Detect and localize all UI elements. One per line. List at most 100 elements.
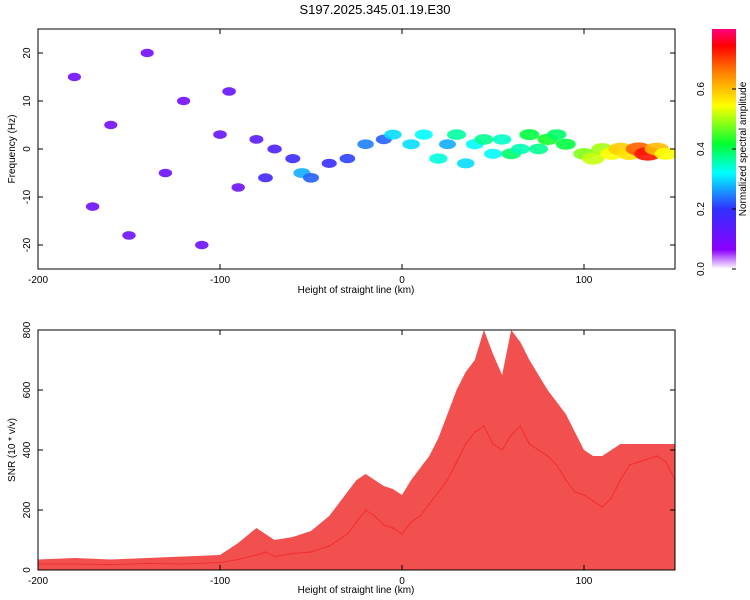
spectrogram-y-tick-label: -10 <box>22 189 33 204</box>
heatmap-blob <box>67 72 81 82</box>
snr-point <box>455 461 458 463</box>
snr-point <box>219 561 221 564</box>
snr-y-tick-label: 400 <box>22 441 33 458</box>
snr-point <box>392 527 394 529</box>
heatmap-blob <box>474 134 494 145</box>
snr-x-ticks: -200 -100 0 100 <box>28 330 593 587</box>
heatmap-blob <box>249 135 264 144</box>
snr-point <box>510 434 512 436</box>
heatmap-blob <box>258 173 273 183</box>
snr-point <box>565 479 567 481</box>
snr-point <box>464 443 467 445</box>
snr-point <box>637 461 640 463</box>
snr-point <box>419 515 422 517</box>
snr-y-tick-label: 600 <box>22 381 33 398</box>
snr-band <box>38 330 675 570</box>
heatmap-blob <box>546 129 567 141</box>
snr-point <box>528 443 531 445</box>
colorbar: 0.0 0.2 0.4 0.6 Normalized spectral amplitu… <box>696 29 749 276</box>
colorbar-tick-label: 0.4 <box>696 142 707 156</box>
spectrogram-ylabel: Frequency (Hz) <box>7 115 18 184</box>
heatmap-blob <box>384 129 402 140</box>
heatmap-blob <box>222 87 236 96</box>
heatmap-blob <box>140 48 154 58</box>
snr-y-ticks: 0 200 400 600 800 <box>22 321 675 573</box>
snr-x-tick-label: -100 <box>210 576 230 587</box>
heatmap-blob <box>285 154 301 164</box>
snr-point <box>182 563 185 565</box>
snr-point <box>364 509 367 511</box>
snr-point <box>328 545 331 547</box>
snr-point <box>264 551 267 553</box>
heatmap-blob <box>402 139 420 150</box>
snr-xlabel: Height of straight line (km) <box>298 585 415 596</box>
snr-point <box>592 500 594 502</box>
snr-x-tick-label: 100 <box>576 576 593 587</box>
heatmap-blob <box>519 129 540 141</box>
snr-point <box>483 425 485 427</box>
colorbar-tick-label: 0.0 <box>696 262 707 276</box>
colorbar-ticks: 0.0 0.2 0.4 0.6 <box>696 82 736 276</box>
snr-point <box>574 491 576 493</box>
snr-ylabel: SNR (10 * v/v) <box>7 418 18 482</box>
heatmap-blob <box>104 120 118 130</box>
heatmap-blob <box>456 158 475 169</box>
spectrogram-x-tick-label: 100 <box>576 275 593 286</box>
heatmap-blob <box>267 144 282 154</box>
heatmap-blob <box>231 183 245 192</box>
snr-point <box>110 563 112 566</box>
spectrogram-y-tick-label: 20 <box>22 47 33 59</box>
spectrogram-x-tick-label: -100 <box>210 275 230 286</box>
snr-point <box>628 464 631 466</box>
snr-point <box>474 431 476 433</box>
snr-point <box>501 449 503 451</box>
spectrogram-x-ticks: -200 -100 0 100 <box>28 29 593 286</box>
snr-point <box>492 443 494 445</box>
snr-y-tick-label: 0 <box>22 567 33 573</box>
snr-point <box>665 461 667 463</box>
heatmap-cells <box>67 48 675 250</box>
heatmap-blob <box>339 153 356 164</box>
snr-panel: -200 -100 0 100 0 200 400 600 800 Height of str… <box>7 321 676 596</box>
snr-point <box>519 425 522 427</box>
spectrogram-y-tick-label: 10 <box>22 95 33 107</box>
colorbar-tick-label: 0.6 <box>696 82 707 96</box>
heatmap-blob <box>447 129 467 140</box>
snr-x-tick-label: 0 <box>399 576 405 587</box>
snr-point <box>656 455 658 457</box>
heatmap-blob <box>321 158 337 168</box>
snr-point <box>555 464 558 466</box>
colorbar-label: Normalized spectral amplitude <box>738 81 749 216</box>
heatmap-blob <box>528 143 549 155</box>
spectrogram-y-tick-label: 0 <box>22 146 33 152</box>
snr-point <box>273 555 276 558</box>
heatmap-blob <box>654 147 675 160</box>
spectrogram-x-tick-label: -200 <box>28 275 48 286</box>
heatmap-blob <box>484 148 502 159</box>
snr-point <box>383 524 385 526</box>
snr-point <box>373 515 376 517</box>
snr-point <box>292 552 294 555</box>
heatmap-blob <box>439 139 456 150</box>
snr-point <box>310 551 312 553</box>
heatmap-blob <box>510 143 530 155</box>
spectrogram-y-ticks: -20 -10 0 10 20 <box>22 47 675 252</box>
heatmap-blob <box>213 130 227 139</box>
snr-point <box>646 458 649 460</box>
heatmap-blob <box>429 153 448 164</box>
snr-point <box>537 449 540 451</box>
snr-point <box>437 491 440 493</box>
heatmap-blob <box>581 152 605 165</box>
heatmap-blob <box>158 168 173 178</box>
heatmap-blob <box>195 240 209 250</box>
snr-point <box>146 562 148 565</box>
snr-point <box>346 533 349 535</box>
figure-title: S197.2025.345.01.19.E30 <box>299 2 450 17</box>
heatmap-blob <box>177 96 191 106</box>
heatmap-blob <box>555 138 576 150</box>
snr-point <box>401 533 403 535</box>
snr-y-tick-label: 200 <box>22 501 33 518</box>
spectrogram-xlabel: Height of straight line (km) <box>298 285 415 296</box>
heatmap-blob <box>303 173 319 183</box>
